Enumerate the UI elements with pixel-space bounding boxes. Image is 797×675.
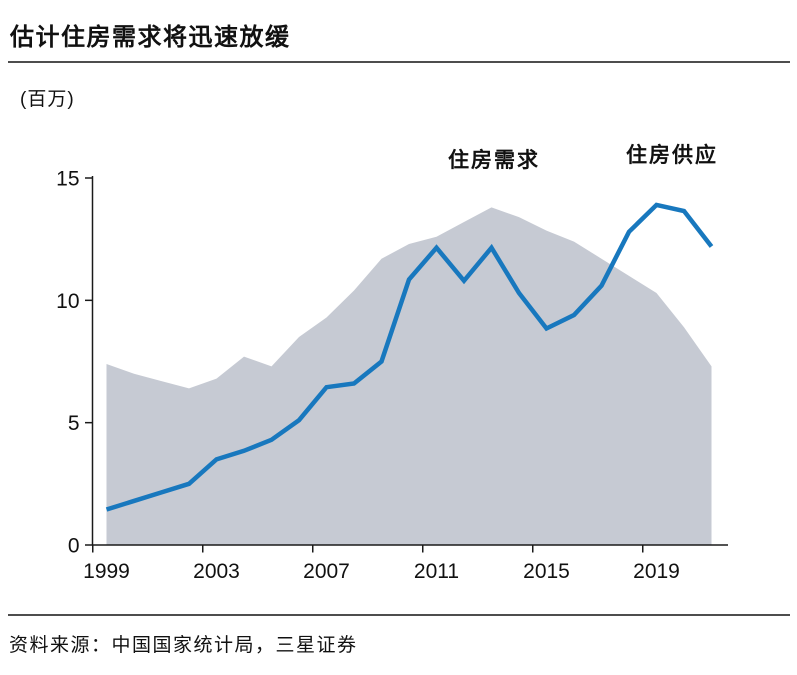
y-tick-label: 5 [68,412,80,435]
x-tick-label: 2011 [414,560,459,583]
x-tick-label: 2019 [633,560,680,583]
y-axis-unit-label: (百万) [20,89,75,110]
supply-series-label: 住房供应 [626,144,718,167]
chart-title: 估计住房需求将迅速放缓 [10,24,291,51]
title-divider [8,61,790,63]
x-tick-label: 2003 [193,560,240,583]
y-tick-label: 15 [56,168,79,191]
y-tick-label: 0 [68,535,80,558]
demand-series-label: 住房需求 [448,149,540,172]
x-tick-label: 2007 [303,560,350,583]
source-note: 资料来源：中国国家统计局，三星证券 [9,635,358,656]
demand-line [105,202,714,512]
x-tick-label: 1999 [83,560,130,583]
source-divider [8,614,790,616]
x-tick-label: 2015 [523,560,570,583]
y-tick-label: 10 [56,290,79,313]
supply-area [106,207,712,546]
